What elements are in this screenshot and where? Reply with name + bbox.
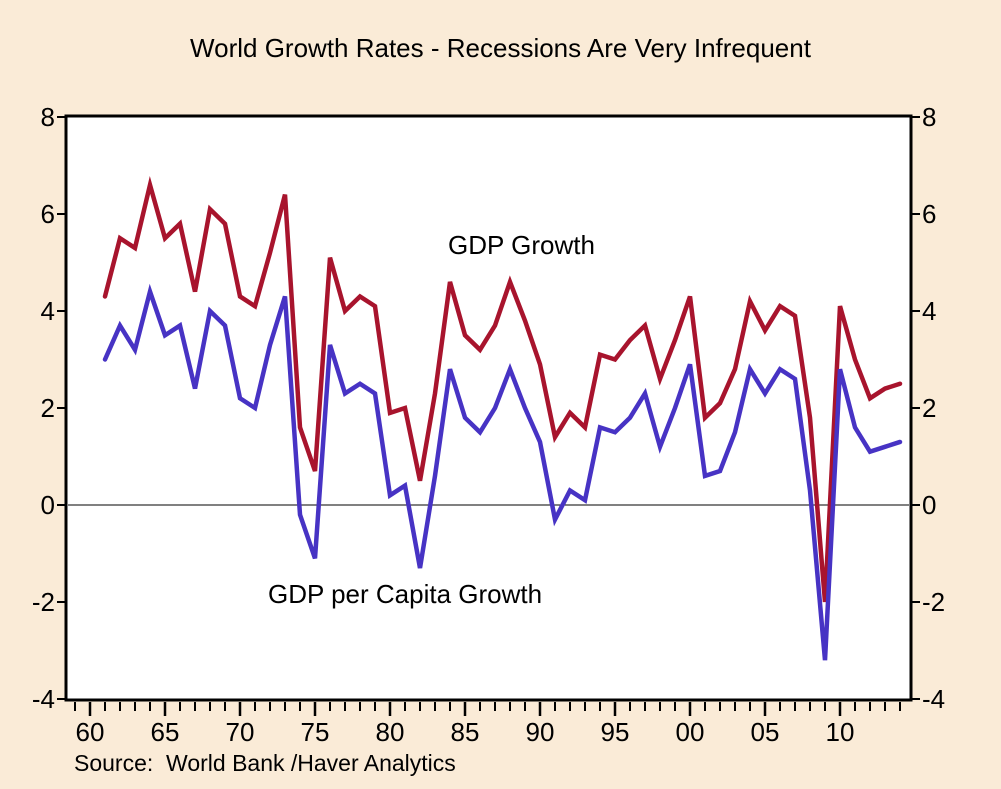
- plot-frame: [64, 114, 913, 702]
- y-tick-label-right: 0: [922, 490, 936, 520]
- y-tick-label-right: 8: [922, 102, 936, 132]
- x-tick-label: 80: [376, 717, 405, 747]
- x-tick-label: 95: [601, 717, 630, 747]
- x-tick-label: 00: [676, 717, 705, 747]
- x-tick-label: 65: [151, 717, 180, 747]
- y-tick-label-left: 4: [41, 296, 55, 326]
- axis-ticks: 8 86 64 42 20 0-2 -2-4 -460 65 70 75 80 85 90 95 00 05 10: [32, 102, 945, 747]
- y-tick-label-right: -2: [922, 587, 945, 617]
- x-tick-label: 10: [826, 717, 855, 747]
- y-tick-label-left: 6: [41, 199, 55, 229]
- chart-title: World Growth Rates - Recessions Are Very…: [190, 33, 811, 63]
- y-tick-label-right: -4: [922, 684, 945, 714]
- gdp-growth-line: [102, 175, 903, 603]
- gdp-per-capita-growth-line: [102, 283, 903, 661]
- x-tick-label: 05: [751, 717, 780, 747]
- x-tick-label: 70: [226, 717, 255, 747]
- source-note: Source: World Bank /Haver Analytics: [74, 750, 456, 776]
- x-tick-label: 75: [301, 717, 330, 747]
- x-tick-label: 60: [76, 717, 105, 747]
- y-tick-label-left: -4: [32, 684, 55, 714]
- y-tick-label-right: 4: [922, 296, 936, 326]
- y-tick-label-right: 2: [922, 393, 936, 423]
- y-tick-label-right: 6: [922, 199, 936, 229]
- gdp-growth-label: GDP Growth: [448, 230, 595, 260]
- y-tick-label-left: 2: [41, 393, 55, 423]
- y-tick-label-left: 0: [41, 490, 55, 520]
- gdp-per-capita-growth-label: GDP per Capita Growth: [268, 579, 542, 609]
- y-tick-label-left: -2: [32, 587, 55, 617]
- x-tick-label: 90: [526, 717, 555, 747]
- y-tick-label-left: 8: [41, 102, 55, 132]
- x-tick-label: 85: [451, 717, 480, 747]
